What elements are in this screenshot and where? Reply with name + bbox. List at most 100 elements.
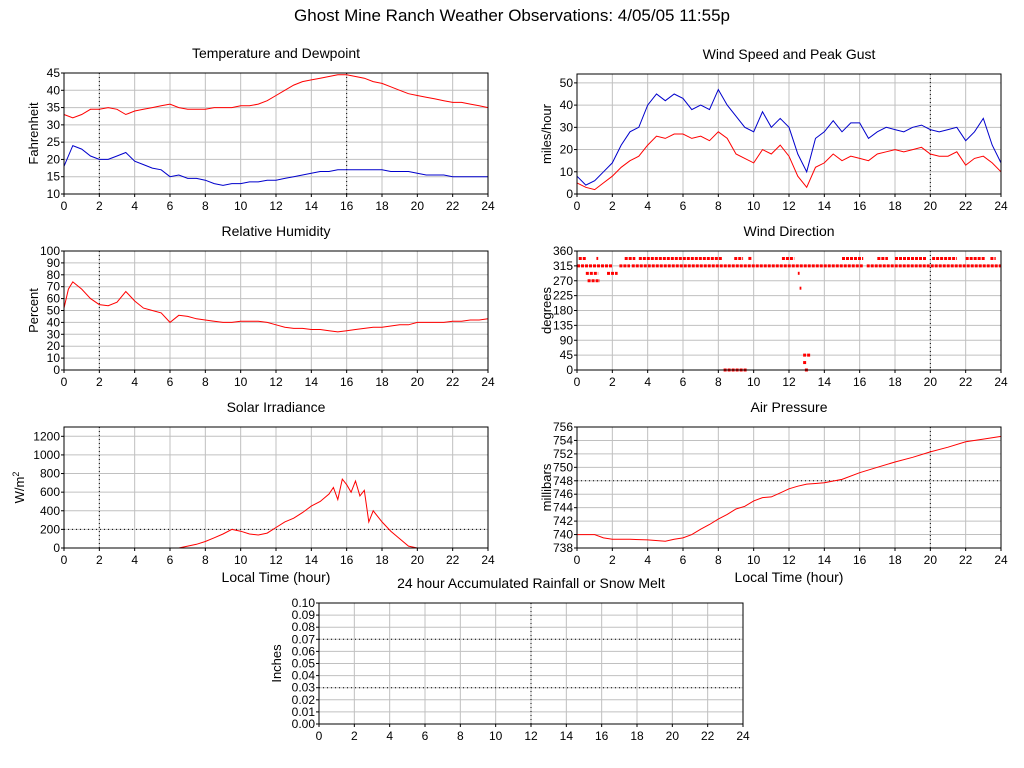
y-tick-label: 738 [553,541,573,555]
x-tick-label: 18 [630,729,644,743]
x-tick-label: 4 [644,199,651,213]
x-tick-label: 12 [524,729,538,743]
y-axis-label: degrees [539,287,554,334]
y-tick-label: 0 [566,187,573,201]
y-tick-label: 20 [47,339,61,353]
y-tick-label: 0.03 [292,681,316,695]
y-tick-label: 0.06 [292,644,316,658]
x-tick-label: 16 [853,375,867,389]
y-tick-label: 0.00 [292,717,316,731]
x-axis-label: Local Time (hour) [735,569,844,585]
x-tick-label: 0 [574,553,581,567]
x-tick-label: 4 [644,553,651,567]
x-tick-label: 14 [818,199,832,213]
series-line [63,281,489,333]
series-line [63,74,489,119]
y-tick-label: 40 [47,315,61,329]
y-tick-label: 400 [40,504,60,518]
x-tick-label: 4 [131,199,138,213]
y-tick-label: 0 [53,363,60,377]
y-tick-label: 315 [553,259,573,273]
x-tick-label: 8 [457,729,464,743]
x-tick-label: 22 [959,553,973,567]
y-tick-label: 90 [47,256,61,270]
y-tick-label: 10 [47,351,61,365]
x-tick-label: 4 [386,729,393,743]
x-tick-label: 8 [202,553,209,567]
x-tick-label: 6 [680,553,687,567]
x-tick-label: 22 [701,729,715,743]
x-tick-label: 16 [340,553,354,567]
x-tick-label: 2 [351,729,358,743]
y-tick-label: 90 [560,333,574,347]
x-tick-label: 16 [853,199,867,213]
x-tick-label: 24 [481,375,495,389]
x-tick-label: 12 [269,375,283,389]
x-tick-label: 2 [609,375,616,389]
y-tick-label: 0.08 [292,620,316,634]
x-tick-label: 14 [818,553,832,567]
x-tick-label: 18 [375,553,389,567]
y-axis-label-base: W/m [12,477,27,504]
y-axis-label-sup: 2 [11,472,21,477]
x-tick-label: 16 [595,729,609,743]
y-tick-label: 0.10 [292,596,316,610]
y-tick-label: 750 [553,460,573,474]
y-tick-label: 225 [553,289,573,303]
chart-rain: 24 hour Accumulated Rainfall or Snow Mel… [269,575,750,743]
x-tick-label: 0 [574,375,581,389]
x-tick-label: 6 [422,729,429,743]
x-tick-label: 20 [924,375,938,389]
x-tick-label: 8 [202,375,209,389]
x-tick-label: 14 [818,375,832,389]
series-line [576,131,1002,191]
x-tick-label: 24 [736,729,750,743]
y-tick-label: 45 [47,66,61,80]
x-tick-label: 12 [782,553,796,567]
x-tick-label: 22 [446,375,460,389]
x-axis-label: Local Time (hour) [222,569,331,585]
x-tick-label: 10 [747,553,761,567]
page-title: Ghost Mine Ranch Weather Observations: 4… [294,6,730,25]
y-axis-label: W/m2 [11,472,27,504]
y-tick-label: 0.02 [292,693,316,707]
x-tick-label: 12 [782,199,796,213]
y-tick-label: 744 [553,501,573,515]
y-axis-label: Inches [269,644,284,683]
x-tick-label: 18 [375,199,389,213]
x-tick-label: 14 [305,553,319,567]
y-tick-label: 20 [47,152,61,166]
x-tick-label: 6 [680,375,687,389]
x-tick-label: 12 [269,553,283,567]
y-tick-label: 200 [40,522,60,536]
x-tick-label: 8 [202,199,209,213]
x-tick-label: 18 [375,375,389,389]
chart-title: Air Pressure [750,399,827,415]
x-tick-label: 2 [609,553,616,567]
y-tick-label: 1200 [33,429,60,443]
x-tick-label: 16 [340,375,354,389]
chart-title: Wind Direction [743,223,834,239]
x-tick-label: 6 [680,199,687,213]
y-tick-label: 100 [40,244,60,258]
x-tick-label: 20 [411,553,425,567]
y-tick-label: 0.09 [292,608,316,622]
x-tick-label: 6 [167,199,174,213]
x-tick-label: 16 [340,199,354,213]
x-tick-label: 24 [481,199,495,213]
chart-title: Temperature and Dewpoint [192,45,360,61]
x-tick-label: 4 [131,375,138,389]
x-tick-label: 10 [489,729,503,743]
y-tick-label: 754 [553,433,573,447]
y-axis-label: Percent [26,288,41,333]
y-tick-label: 70 [47,280,61,294]
y-tick-label: 0.01 [292,705,316,719]
series-line [63,144,488,186]
chart-title: Solar Irradiance [227,399,326,415]
x-tick-label: 12 [269,199,283,213]
x-tick-label: 12 [782,375,796,389]
